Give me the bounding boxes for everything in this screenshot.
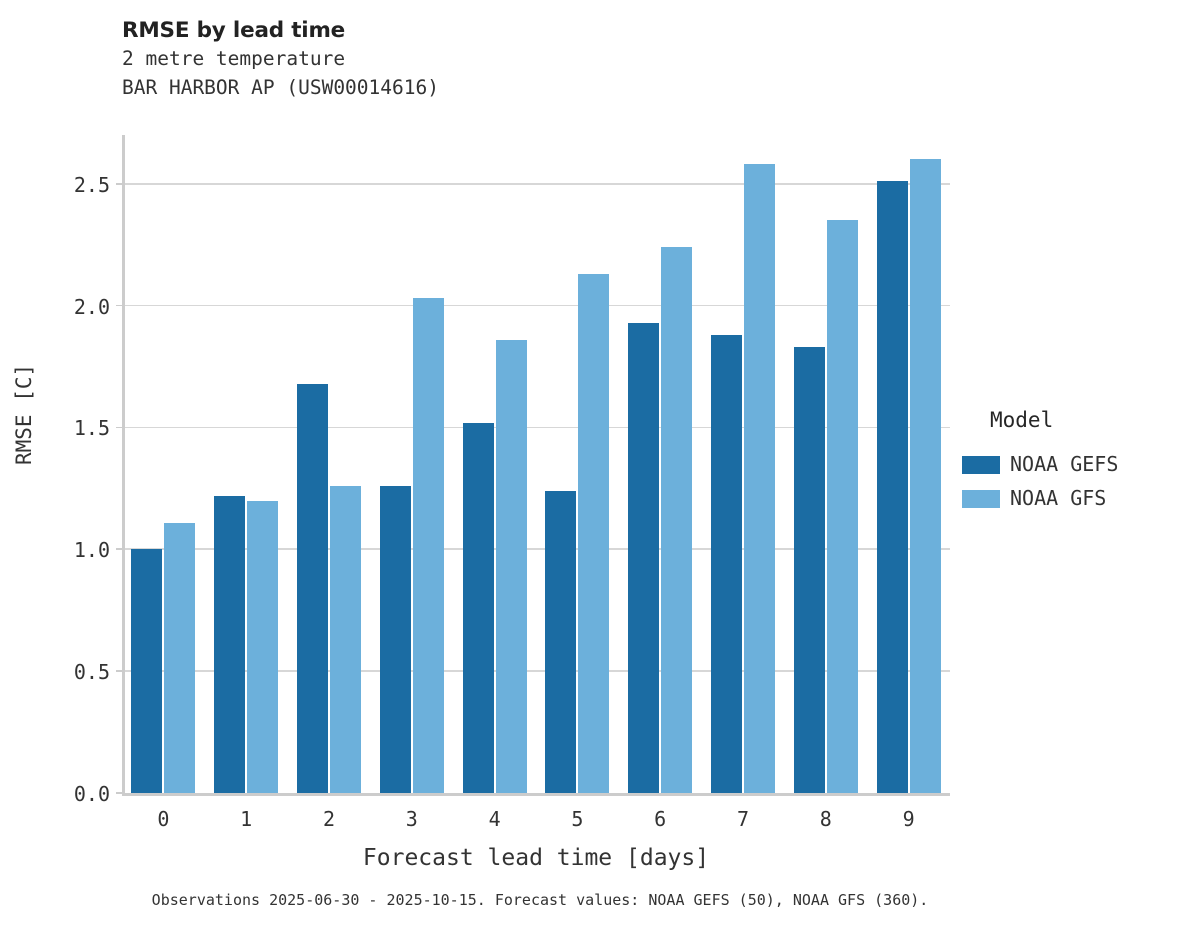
legend-swatch-icon <box>962 456 1000 474</box>
y-tick-mark <box>116 792 122 794</box>
legend-title: Model <box>990 408 1054 432</box>
y-axis-spine <box>122 135 125 796</box>
chart-subtitle-station: BAR HARBOR AP (USW00014616) <box>122 76 439 99</box>
bar-noaa-gefs-day-6[interactable] <box>628 322 660 793</box>
x-tick-label: 7 <box>736 807 750 831</box>
bar-noaa-gfs-day-4[interactable] <box>495 339 527 793</box>
y-tick-mark <box>116 304 122 307</box>
bar-noaa-gefs-day-9[interactable] <box>876 181 908 793</box>
bar-noaa-gefs-day-3[interactable] <box>379 485 411 793</box>
page-title: RMSE by lead time <box>122 18 346 43</box>
bar-noaa-gfs-day-7[interactable] <box>744 164 775 793</box>
plot-area: 0.0 0.5 1.0 1.5 2.0 2.5 0 1 2 3 4 5 6 7 8 9 <box>74 135 950 831</box>
gridline <box>125 182 950 185</box>
bar-noaa-gefs-day-8[interactable] <box>793 347 825 793</box>
y-tick-mark <box>116 426 122 429</box>
bar-series-group <box>122 135 950 793</box>
chart-subtitle-variable: 2 metre temperature <box>122 47 346 70</box>
x-tick-label: 3 <box>405 807 418 831</box>
bar-noaa-gfs-day-8[interactable] <box>826 220 858 793</box>
bar-noaa-gefs-day-7[interactable] <box>711 334 742 793</box>
x-tick-label: 8 <box>819 807 832 831</box>
gridline <box>125 426 950 429</box>
bar-noaa-gfs-day-1[interactable] <box>247 500 279 793</box>
x-tick-label: 1 <box>240 807 253 831</box>
y-tick-label: 2.5 <box>73 172 110 197</box>
x-tick-label: 4 <box>488 807 501 831</box>
y-tick-mark <box>116 548 122 551</box>
bar-noaa-gfs-day-6[interactable] <box>661 247 693 793</box>
x-tick-label: 9 <box>902 807 915 831</box>
x-axis-title: Forecast lead time [days] <box>362 845 710 871</box>
bar-noaa-gfs-day-0[interactable] <box>164 522 196 793</box>
chart-header: RMSE by lead time 2 metre temperature BA… <box>122 18 922 102</box>
y-tick-label: 1.0 <box>73 538 110 563</box>
y-tick-label: 2.0 <box>73 294 110 319</box>
bar-noaa-gefs-day-4[interactable] <box>462 422 494 793</box>
gridline <box>125 548 950 551</box>
y-tick-label: 0.5 <box>73 660 110 685</box>
x-tick-label: 5 <box>571 807 584 831</box>
footnote: Observations 2025-06-30 - 2025-10-15. Fo… <box>151 891 929 909</box>
x-tick-label: 0 <box>157 807 170 831</box>
gridline <box>125 670 950 672</box>
legend-swatch-icon <box>962 490 1000 508</box>
bar-noaa-gfs-day-9[interactable] <box>909 159 941 793</box>
y-tick-label: 0.0 <box>73 782 110 806</box>
y-axis-title: RMSE [C] <box>12 363 36 465</box>
x-axis-spine <box>122 793 950 796</box>
y-tick-mark <box>116 182 122 185</box>
gridline <box>125 304 950 307</box>
x-tick-label: 6 <box>654 807 667 831</box>
legend-label: NOAA GFS <box>1010 486 1107 510</box>
y-tick-label: 1.5 <box>73 416 110 441</box>
x-tick-label: 2 <box>322 807 336 831</box>
y-tick-mark <box>116 670 122 672</box>
legend-label: NOAA GEFS <box>1010 452 1119 476</box>
bar-noaa-gefs-day-5[interactable] <box>545 490 577 793</box>
bar-noaa-gfs-day-3[interactable] <box>412 298 444 793</box>
bar-noaa-gefs-day-1[interactable] <box>214 495 246 793</box>
bar-noaa-gefs-day-2[interactable] <box>297 383 328 793</box>
bar-noaa-gfs-day-5[interactable] <box>578 273 610 793</box>
bar-noaa-gfs-day-2[interactable] <box>330 485 361 793</box>
bar-noaa-gefs-day-0[interactable] <box>131 549 163 793</box>
